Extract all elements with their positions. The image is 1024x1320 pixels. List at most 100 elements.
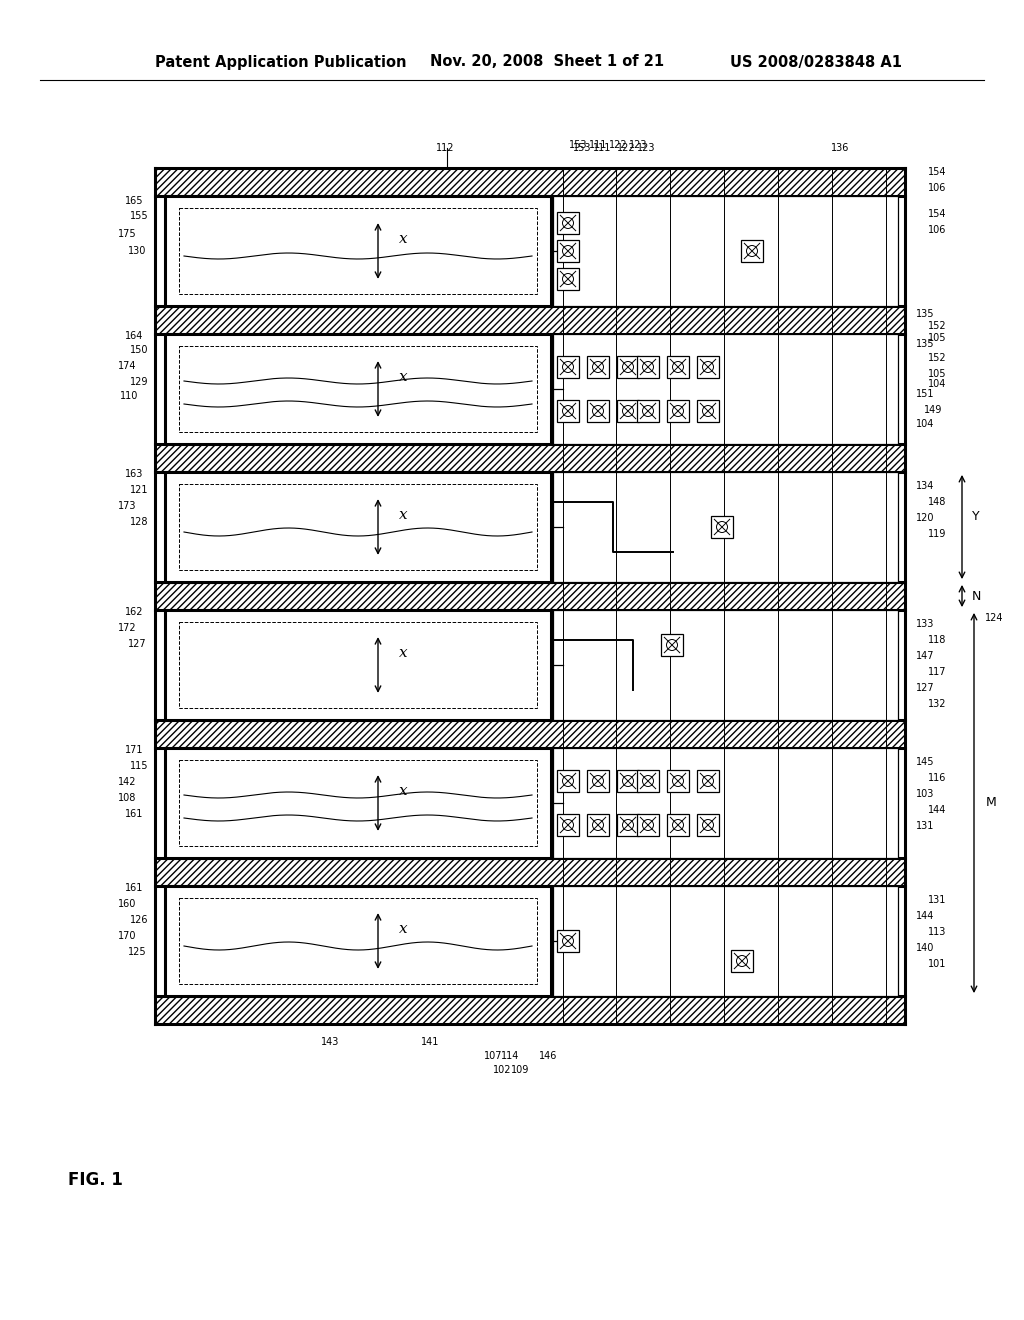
Bar <box>557 931 579 952</box>
Text: 134: 134 <box>916 480 934 491</box>
Text: 172: 172 <box>118 623 136 634</box>
Text: 142: 142 <box>118 777 136 787</box>
Text: 123: 123 <box>637 143 655 153</box>
Text: US 2008/0283848 A1: US 2008/0283848 A1 <box>730 54 902 70</box>
Text: 103: 103 <box>916 789 934 799</box>
Text: 124: 124 <box>985 612 1004 623</box>
Bar <box>155 582 905 610</box>
Text: x: x <box>398 921 408 936</box>
Bar <box>587 356 609 378</box>
Text: Nov. 20, 2008  Sheet 1 of 21: Nov. 20, 2008 Sheet 1 of 21 <box>430 54 665 70</box>
Text: 123: 123 <box>629 140 647 150</box>
Text: 149: 149 <box>924 405 942 414</box>
Text: 170: 170 <box>118 931 136 941</box>
Bar <box>662 634 683 656</box>
Bar <box>697 814 719 836</box>
Text: 106: 106 <box>928 183 946 193</box>
Text: 106: 106 <box>928 224 946 235</box>
Text: 132: 132 <box>928 700 946 709</box>
Text: 155: 155 <box>130 211 148 220</box>
Text: 144: 144 <box>928 805 946 814</box>
Text: 116: 116 <box>928 774 946 783</box>
Bar <box>165 334 551 444</box>
Text: 115: 115 <box>130 762 148 771</box>
Bar <box>155 719 905 748</box>
Bar <box>553 748 898 858</box>
Text: M: M <box>986 796 996 809</box>
Bar <box>587 400 609 422</box>
Text: 114: 114 <box>501 1051 519 1061</box>
Text: 171: 171 <box>125 744 143 755</box>
Bar <box>617 814 639 836</box>
Text: 113: 113 <box>928 927 946 937</box>
Bar <box>165 610 551 719</box>
Bar <box>553 195 898 306</box>
Text: 152: 152 <box>928 321 946 331</box>
Text: Patent Application Publication: Patent Application Publication <box>155 54 407 70</box>
Text: 152: 152 <box>928 352 946 363</box>
Bar <box>155 168 905 195</box>
Text: 131: 131 <box>928 895 946 906</box>
Text: 129: 129 <box>130 378 148 387</box>
Text: 118: 118 <box>928 635 946 645</box>
Bar <box>557 356 579 378</box>
Text: 165: 165 <box>125 195 143 206</box>
Bar <box>697 356 719 378</box>
Text: 161: 161 <box>125 809 143 818</box>
Bar <box>155 306 905 334</box>
Text: 163: 163 <box>125 469 143 479</box>
Bar <box>165 748 551 858</box>
Text: 101: 101 <box>928 960 946 969</box>
Text: 110: 110 <box>120 391 138 401</box>
Text: 146: 146 <box>539 1051 557 1061</box>
Text: 144: 144 <box>916 911 934 921</box>
Text: 160: 160 <box>118 899 136 909</box>
Bar <box>557 240 579 261</box>
Text: 154: 154 <box>928 168 946 177</box>
Text: Y: Y <box>972 511 980 524</box>
Text: 153: 153 <box>568 140 587 150</box>
Text: 164: 164 <box>125 331 143 341</box>
Bar <box>179 209 537 294</box>
Bar <box>587 814 609 836</box>
Bar <box>155 858 905 886</box>
Text: 122: 122 <box>608 140 628 150</box>
Bar <box>667 770 689 792</box>
Bar <box>165 473 551 582</box>
Text: 104: 104 <box>916 418 934 429</box>
Bar <box>553 886 898 997</box>
Bar <box>155 168 905 195</box>
Bar <box>155 997 905 1024</box>
Text: 148: 148 <box>928 498 946 507</box>
Text: 117: 117 <box>928 667 946 677</box>
Bar <box>165 886 551 997</box>
Text: 105: 105 <box>928 333 946 343</box>
Bar <box>697 770 719 792</box>
Text: x: x <box>398 370 408 384</box>
Text: 127: 127 <box>128 639 146 649</box>
Bar <box>667 356 689 378</box>
Text: 173: 173 <box>118 502 136 511</box>
Text: 108: 108 <box>118 793 136 803</box>
Bar <box>587 770 609 792</box>
Text: 162: 162 <box>125 607 143 616</box>
Text: 121: 121 <box>130 484 148 495</box>
Text: 125: 125 <box>128 946 146 957</box>
Bar <box>557 268 579 290</box>
Bar <box>731 950 753 972</box>
Text: 174: 174 <box>118 360 136 371</box>
Text: 104: 104 <box>928 379 946 389</box>
Text: x: x <box>398 508 408 521</box>
Text: 105: 105 <box>928 370 946 379</box>
Text: 150: 150 <box>130 345 148 355</box>
Text: x: x <box>398 645 408 660</box>
Bar <box>553 610 898 719</box>
Bar <box>637 400 659 422</box>
Text: 128: 128 <box>130 517 148 527</box>
Text: 102: 102 <box>493 1065 511 1074</box>
Text: 130: 130 <box>128 246 146 256</box>
Bar <box>557 814 579 836</box>
Bar <box>617 770 639 792</box>
Text: 119: 119 <box>928 529 946 539</box>
Bar <box>697 400 719 422</box>
